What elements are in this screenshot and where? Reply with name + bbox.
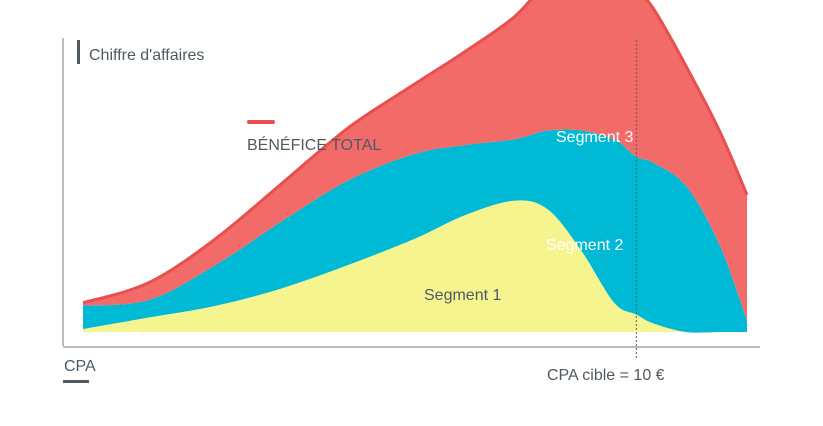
segment-1-label: Segment 1: [424, 287, 501, 304]
segment-3-label: Segment 3: [556, 129, 633, 146]
area-segment-1: [83, 200, 747, 333]
area-segment-3: [83, 0, 747, 321]
y-axis-title: Chiffre d'affaires: [89, 47, 204, 64]
legend-label: BÉNÉFICE TOTAL: [247, 135, 381, 154]
x-axis-title-marker: [63, 380, 89, 383]
segment-2-label: Segment 2: [546, 237, 623, 254]
y-axis-title-marker: [77, 40, 80, 64]
legend-swatch: [247, 120, 275, 124]
stacked-areas: [82, 0, 749, 333]
area-segment-2: [83, 129, 747, 333]
target-cpa-label: CPA cible = 10 €: [547, 367, 665, 384]
total-profit-line: [82, 0, 749, 305]
x-axis-title: CPA: [64, 358, 96, 375]
